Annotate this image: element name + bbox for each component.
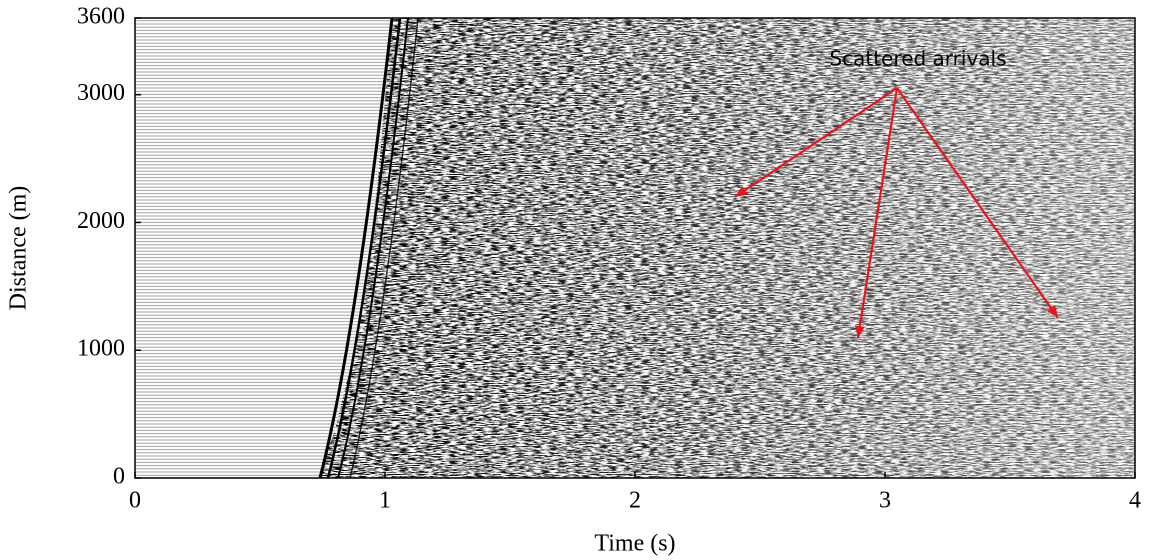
arrow-head	[735, 186, 748, 197]
x-tick-label: 4	[1129, 488, 1141, 514]
annotation-arrow	[896, 87, 1059, 319]
arrival-wiggle	[349, 18, 419, 478]
y-tick-label: 3600	[77, 4, 125, 30]
y-axis-title: Distance (m)	[6, 186, 32, 311]
seismic-texture	[135, 18, 1135, 478]
first-arrivals	[318, 18, 419, 478]
y-tick-label: 2000	[77, 208, 125, 234]
wavefield-noise	[318, 18, 1135, 478]
arrow-head	[854, 325, 865, 338]
arrow-head	[1047, 305, 1058, 318]
y-tick-label: 1000	[77, 336, 125, 362]
annotation-arrow	[734, 87, 898, 198]
arrival-wiggle	[326, 18, 402, 478]
x-tick-label: 3	[879, 488, 891, 514]
x-tick-label: 0	[129, 488, 141, 514]
x-axis-title: Time (s)	[594, 531, 675, 557]
wavefield	[318, 18, 1135, 478]
y-tick-label: 3000	[77, 80, 125, 106]
arrival-wiggle	[337, 18, 409, 478]
annotation: Scattered arrivals	[829, 47, 1006, 71]
x-tick-label: 1	[379, 488, 391, 514]
x-tick-label: 2	[629, 488, 641, 514]
arrival-wiggle	[318, 18, 394, 478]
annotation-arrow	[856, 87, 899, 339]
y-tick-label: 0	[113, 464, 125, 490]
